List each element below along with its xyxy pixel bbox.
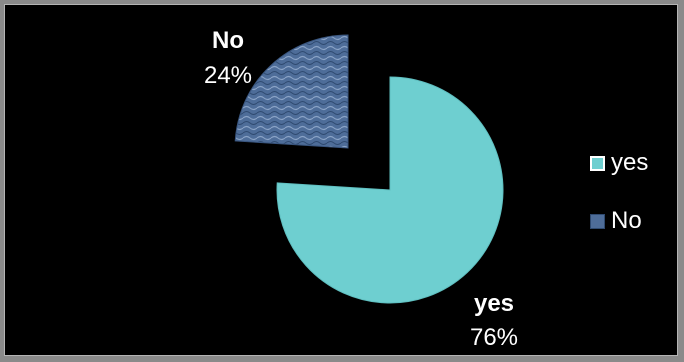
chart-area: yes 76% No 24% yes No <box>4 4 678 356</box>
pie-chart: yes 76% No 24% <box>204 27 518 351</box>
legend-item-no: No <box>590 206 648 236</box>
legend-label-yes: yes <box>611 149 649 176</box>
legend-swatch-no <box>590 213 605 229</box>
slice-label-no: No <box>212 27 244 54</box>
slice-label-yes: yes <box>474 290 514 317</box>
legend: yes No <box>590 148 648 264</box>
slice-percent-yes: 76% <box>470 324 518 351</box>
legend-label-no: No <box>611 207 642 234</box>
pie-slice-no <box>234 34 349 149</box>
pie-slice-yes <box>276 76 504 304</box>
legend-item-yes: yes <box>590 148 648 178</box>
slice-percent-no: 24% <box>204 62 252 89</box>
legend-swatch-yes <box>590 155 605 171</box>
